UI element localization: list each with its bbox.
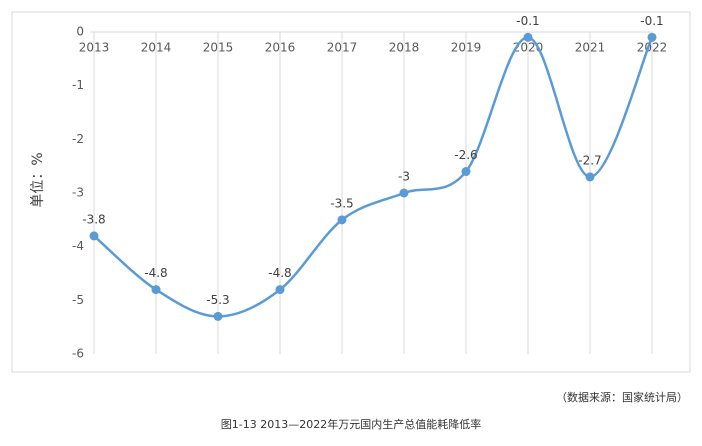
x-tick-label: 2015: [203, 41, 234, 55]
y-tick-label: -1: [72, 78, 84, 92]
y-axis-label: 单位：%: [30, 152, 46, 207]
data-label: -3: [398, 170, 410, 184]
x-tick-label: 2021: [575, 41, 606, 55]
x-tick-label: 2017: [327, 41, 358, 55]
x-tick-label: 2014: [141, 41, 172, 55]
point: [337, 215, 347, 225]
y-tick-label: -2: [72, 132, 84, 146]
point: [213, 311, 223, 321]
point: [89, 231, 99, 241]
source-note: （数据来源：国家统计局）: [556, 390, 688, 404]
data-label: -3.5: [330, 196, 353, 210]
data-label: -3.8: [82, 212, 105, 226]
data-label: -5.3: [206, 293, 229, 307]
x-tick-label: 2019: [451, 41, 482, 55]
x-tick-label: 2016: [265, 41, 296, 55]
data-label: -0.1: [640, 14, 663, 28]
y-tick-label: -4: [72, 239, 84, 253]
data-label: -2.6: [454, 148, 477, 162]
point: [585, 172, 595, 182]
x-tick-label: 2022: [637, 41, 668, 55]
data-label: -0.1: [516, 14, 539, 28]
line: [93, 36, 654, 318]
point: [275, 285, 285, 295]
point: [461, 167, 471, 177]
x-tick-label: 2018: [389, 41, 420, 55]
data-label: -4.8: [144, 266, 167, 280]
caption: 图1-13 2013—2022年万元国内生产总值能耗降低率: [221, 417, 481, 431]
data-label: -2.7: [578, 153, 601, 167]
point: [647, 32, 657, 42]
y-tick-label: 0: [76, 25, 84, 39]
y-tick-label: -6: [72, 347, 84, 361]
point: [399, 188, 409, 198]
y-tick-label: -5: [72, 293, 84, 307]
point: [151, 285, 161, 295]
point: [523, 32, 533, 42]
x-tick-label: 2013: [79, 41, 110, 55]
data-label: -4.8: [268, 266, 291, 280]
y-tick-label: -3: [72, 186, 84, 200]
chart-frame: [11, 11, 691, 373]
